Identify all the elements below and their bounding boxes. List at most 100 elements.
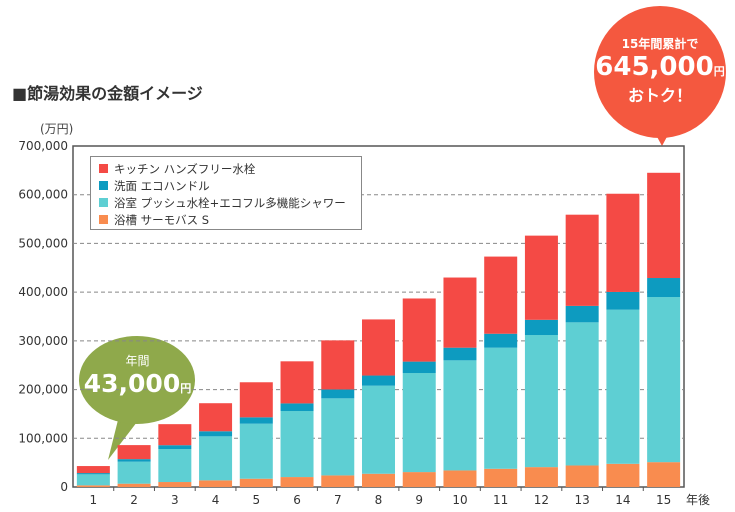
legend-swatch bbox=[99, 164, 108, 173]
bar-segment bbox=[76, 466, 110, 474]
x-tick-label: 10 bbox=[452, 493, 467, 507]
y-tick-label: 500,000 bbox=[18, 236, 68, 250]
x-tick-label: 13 bbox=[575, 493, 590, 507]
bar-segment bbox=[524, 319, 558, 336]
x-tick-label: 9 bbox=[415, 493, 423, 507]
bar-segment bbox=[239, 417, 273, 424]
bar-segment bbox=[158, 449, 192, 483]
y-tick-label: 600,000 bbox=[18, 188, 68, 202]
bar-segment bbox=[362, 319, 395, 376]
bar-segment bbox=[606, 463, 640, 487]
legend: キッチン ハンズフリー水栓 洗面 エコハンドル 浴室 プッシュ水栓+エコフル多機… bbox=[90, 156, 362, 230]
legend-item: 浴室 プッシュ水栓+エコフル多機能シャワー bbox=[99, 194, 361, 211]
y-tick-label: 100,000 bbox=[18, 431, 68, 445]
bar-segment bbox=[117, 459, 151, 462]
bar-segment bbox=[239, 478, 273, 487]
y-tick-label: 400,000 bbox=[18, 285, 68, 299]
bar-segment bbox=[443, 360, 477, 471]
x-tick-label: 7 bbox=[334, 493, 342, 507]
x-tick-label: 12 bbox=[534, 493, 549, 507]
bar-segment bbox=[199, 436, 233, 481]
bar-segment bbox=[443, 277, 477, 348]
bar-segment bbox=[199, 403, 233, 432]
y-tick-label: 300,000 bbox=[18, 334, 68, 348]
bubble-pointer bbox=[108, 418, 140, 460]
annual-unit: 円 bbox=[180, 382, 192, 395]
legend-item: キッチン ハンズフリー水栓 bbox=[99, 160, 361, 177]
bar-segment bbox=[524, 467, 558, 487]
bar-segment bbox=[117, 483, 151, 487]
legend-swatch bbox=[99, 181, 108, 190]
bar-segment bbox=[484, 256, 518, 334]
legend-label: 浴室 プッシュ水栓+エコフル多機能シャワー bbox=[114, 195, 346, 210]
bar-segment bbox=[239, 423, 273, 479]
bar-segment bbox=[524, 235, 558, 320]
legend-label: キッチン ハンズフリー水栓 bbox=[114, 161, 256, 176]
bar-segment bbox=[239, 382, 273, 418]
x-tick-label: 1 bbox=[90, 493, 98, 507]
x-tick-label: 3 bbox=[171, 493, 179, 507]
y-tick-label: 700,000 bbox=[18, 139, 68, 153]
total-label: 15年間累計で bbox=[621, 37, 699, 51]
x-tick-label: 14 bbox=[615, 493, 630, 507]
bar-segment bbox=[321, 475, 355, 487]
bar-segment bbox=[606, 193, 640, 292]
legend-swatch bbox=[99, 198, 108, 207]
bar-segment bbox=[158, 424, 192, 446]
bar-segment bbox=[117, 445, 151, 460]
bar-segment bbox=[199, 431, 233, 437]
green-bubble-shape bbox=[79, 336, 195, 424]
bar-segment bbox=[280, 361, 314, 404]
bar-segment bbox=[321, 398, 355, 476]
bar-segment bbox=[76, 485, 110, 487]
bar-segment bbox=[158, 482, 192, 487]
annual-amount: 43,000 bbox=[83, 369, 181, 398]
y-axis-label: (万円) bbox=[40, 122, 74, 136]
bar-segment bbox=[443, 347, 477, 361]
bar-segment bbox=[565, 305, 599, 323]
bar-segment bbox=[158, 445, 192, 450]
legend-item: 洗面 エコハンドル bbox=[99, 177, 361, 194]
bar-segment bbox=[402, 373, 436, 473]
bar-segment bbox=[647, 278, 681, 298]
bar-segment bbox=[402, 361, 436, 374]
bar-segment bbox=[484, 333, 518, 348]
y-tick-label: 0 bbox=[60, 480, 68, 494]
bar-segment bbox=[565, 465, 599, 487]
x-tick-label: 5 bbox=[252, 493, 260, 507]
bar-segment bbox=[402, 298, 436, 362]
bar-segment bbox=[606, 291, 640, 310]
chart-title: ■節湯効果の金額イメージ bbox=[12, 84, 203, 103]
bar-segment bbox=[117, 461, 151, 484]
bar-segment bbox=[565, 322, 599, 466]
bar-segment bbox=[606, 309, 640, 464]
bar-segment bbox=[280, 477, 314, 487]
legend-swatch bbox=[99, 215, 108, 224]
legend-item: 浴槽 サーモバス S bbox=[99, 211, 361, 228]
bar-segment bbox=[362, 385, 395, 474]
x-tick-label: 11 bbox=[493, 493, 508, 507]
bar-segment bbox=[647, 172, 681, 279]
x-tick-label: 15 bbox=[656, 493, 671, 507]
x-tick-label: 4 bbox=[212, 493, 220, 507]
bar-segment bbox=[443, 470, 477, 487]
x-tick-label: 8 bbox=[375, 493, 383, 507]
annual-savings-bubble: 年間 43,000円 bbox=[80, 340, 195, 425]
bar-segment bbox=[76, 474, 110, 486]
total-unit: 円 bbox=[713, 65, 725, 78]
red-bubble-shape bbox=[594, 6, 726, 138]
legend-label: 洗面 エコハンドル bbox=[114, 178, 210, 193]
x-tick-label: 2 bbox=[130, 493, 138, 507]
bar-segment bbox=[321, 340, 355, 390]
bar-segment bbox=[484, 468, 518, 487]
y-tick-label: 200,000 bbox=[18, 383, 68, 397]
bar-segment bbox=[484, 347, 518, 469]
x-tick-label: 6 bbox=[293, 493, 301, 507]
total-savings-bubble: 15年間累計で 645,000円 おトク！ bbox=[590, 25, 730, 106]
bar-segment bbox=[362, 375, 395, 386]
bar-segment bbox=[280, 403, 314, 412]
total-amount: 645,000 bbox=[595, 52, 714, 82]
bar-segment bbox=[199, 480, 233, 487]
bar-segment bbox=[76, 473, 110, 475]
